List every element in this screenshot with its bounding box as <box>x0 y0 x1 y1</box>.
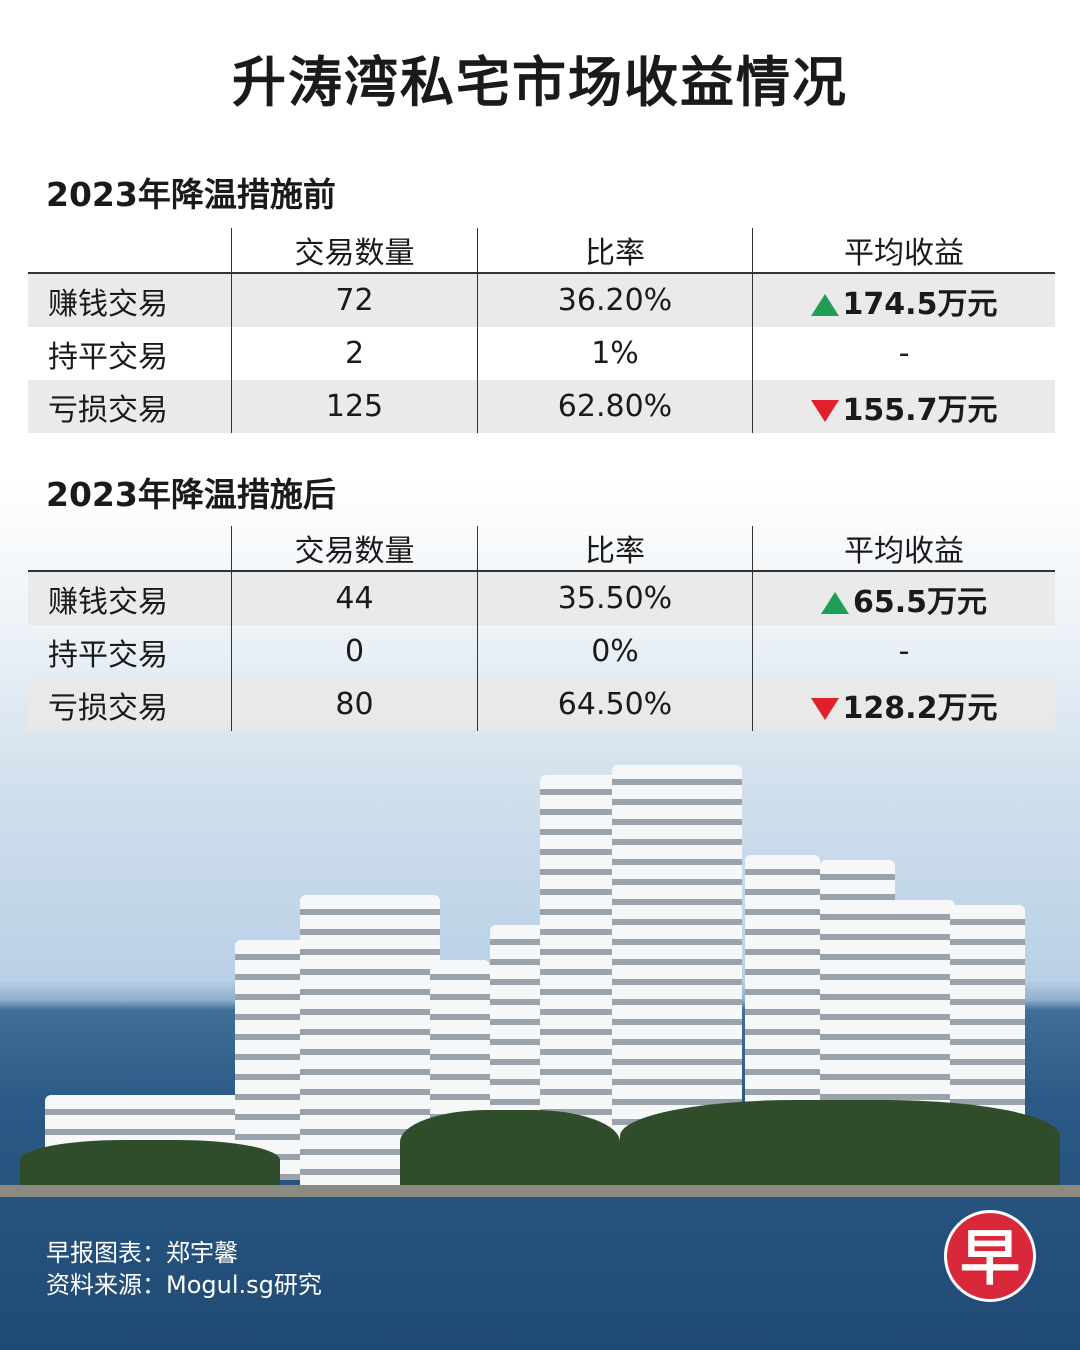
cell-text: 128.2万元 <box>842 690 998 726</box>
row-label: 赚钱交易 <box>28 571 232 625</box>
row-label: 亏损交易 <box>28 678 232 731</box>
cell: 0 <box>231 625 478 678</box>
title: 升涛湾私宅市场收益情况 <box>232 51 848 114</box>
up-arrow <box>820 592 849 614</box>
cell: 174.5万元 <box>752 273 1055 327</box>
up-arrow <box>810 294 839 316</box>
row: 持平交易 0 0% - <box>28 625 1055 678</box>
cell: 155.7万元 <box>752 380 1055 433</box>
row: 赚钱交易 72 36.20% 174.5万元 <box>28 273 1055 327</box>
row-label: 赚钱交易 <box>28 273 232 327</box>
header-cell: 平均收益 <box>752 526 1055 572</box>
row-label: 持平交易 <box>48 339 168 375</box>
cell: 36.20% <box>477 273 753 327</box>
header-row: 交易数量 比率 平均收益 <box>28 526 1055 572</box>
down-arrow <box>810 698 839 720</box>
cell: 62.80% <box>477 380 753 433</box>
cell: 128.2万元 <box>752 678 1055 731</box>
cell: 65.5万元 <box>752 571 1055 625</box>
cell: 80 <box>231 678 478 731</box>
cell: 1% <box>477 327 753 380</box>
header-cell: 平均收益 <box>752 228 1055 274</box>
section-heading: 2023年降温措施后 <box>46 475 336 514</box>
cell: 44 <box>231 571 478 625</box>
cell-text: 65.5万元 <box>852 584 988 620</box>
header-cell: 交易数量 <box>231 228 478 274</box>
cell: 2 <box>231 327 478 380</box>
cell-text: 174.5万元 <box>842 286 998 322</box>
header-cell: 交易数量 <box>231 526 478 572</box>
down-arrow <box>810 400 839 422</box>
row-label: 亏损交易 <box>28 380 232 433</box>
header-cell: 比率 <box>477 228 753 274</box>
credit: 早报图表：郑宇馨 <box>46 1239 238 1267</box>
row: 赚钱交易 44 35.50% 65.5万元 <box>28 571 1055 625</box>
logo: 早 <box>944 1210 1036 1302</box>
cell: 125 <box>231 380 478 433</box>
header-cell: 比率 <box>477 526 753 572</box>
table: 交易数量 比率 平均收益 赚钱交易 72 36.20% 174.5万元 持平交易 2 1% - … <box>28 228 1055 433</box>
table: 交易数量 比率 平均收益 赚钱交易 44 35.50% 65.5万元 持平交易 0 0% - 亏… <box>28 526 1055 731</box>
cell-text: 155.7万元 <box>842 392 998 428</box>
header-row: 交易数量 比率 平均收益 <box>28 228 1055 274</box>
cell: 35.50% <box>477 571 753 625</box>
section-heading: 2023年降温措施前 <box>46 175 336 214</box>
row-label: 持平交易 <box>48 637 168 673</box>
row: 亏损交易 80 64.50% 128.2万元 <box>28 678 1055 731</box>
row: 持平交易 2 1% - <box>28 327 1055 380</box>
cell: 72 <box>231 273 478 327</box>
cell: - <box>752 327 1055 380</box>
row: 亏损交易 125 62.80% 155.7万元 <box>28 380 1055 433</box>
cell: 64.50% <box>477 678 753 731</box>
cell: - <box>752 625 1055 678</box>
cell: 0% <box>477 625 753 678</box>
source: 资料来源：Mogul.sg研究 <box>46 1271 322 1299</box>
